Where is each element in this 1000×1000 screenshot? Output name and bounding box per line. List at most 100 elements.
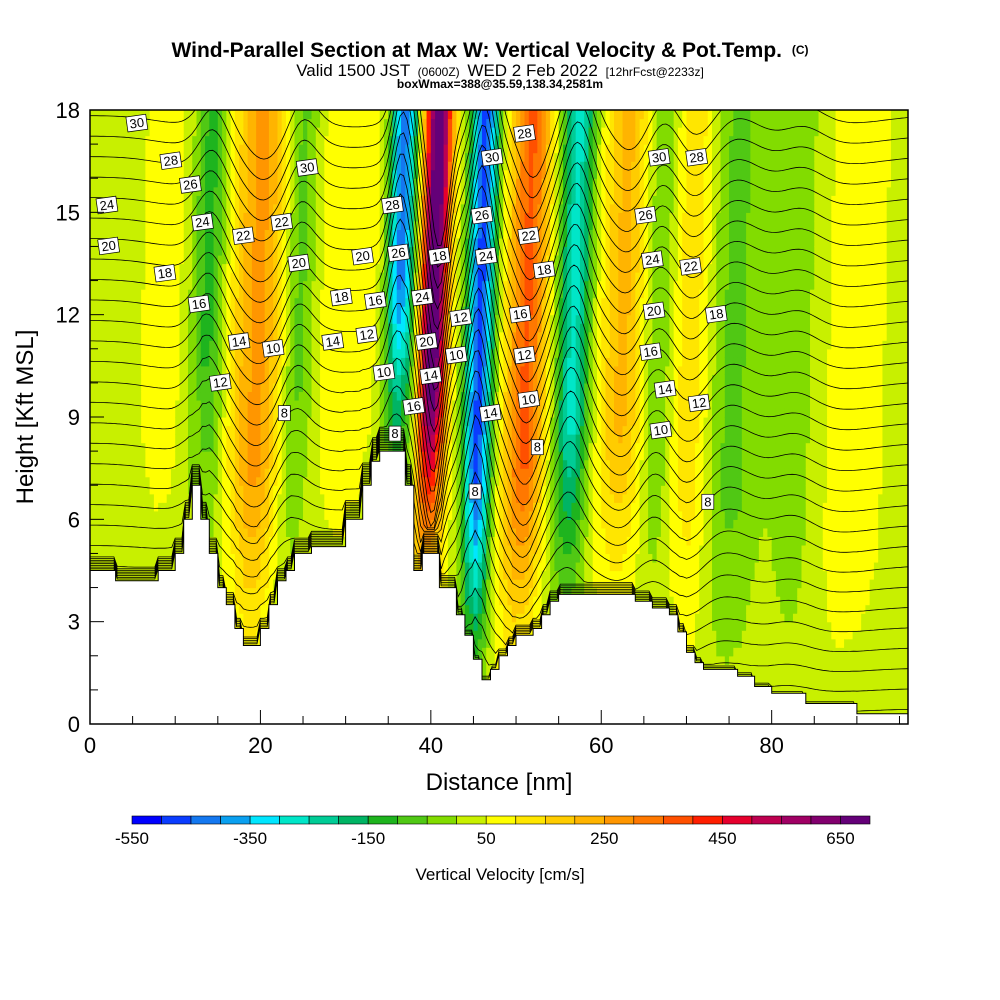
velocity-cell [256,485,262,495]
velocity-cell [102,408,108,418]
velocity-cell [273,434,279,444]
velocity-cell [324,127,330,137]
velocity-cell [124,502,129,512]
velocity-cell [107,263,112,273]
velocity-cell [175,468,181,478]
velocity-cell [230,254,236,265]
velocity-cell [239,203,244,213]
velocity-cell [136,203,142,213]
velocity-cell [260,297,266,307]
velocity-cell [119,254,125,265]
velocity-cell [217,553,223,563]
velocity-cell [209,144,215,154]
velocity-cell [128,502,134,512]
velocity-cell [111,263,117,273]
velocity-cell [179,348,185,358]
velocity-cell [124,570,129,580]
velocity-cell [366,391,372,401]
velocity-cell [320,527,325,537]
velocity-cell [149,306,155,316]
velocity-cell [183,493,189,503]
velocity-cell [341,408,347,418]
velocity-cell [239,527,244,537]
velocity-cell [183,110,189,120]
velocity-cell [281,118,287,128]
velocity-cell [153,161,159,171]
velocity-cell [192,144,198,154]
velocity-cell [247,195,253,205]
velocity-cell [132,519,138,529]
velocity-cell [247,417,253,427]
velocity-cell [375,229,381,239]
velocity-cell [234,186,240,196]
velocity-cell [149,212,155,222]
velocity-cell [320,297,325,307]
velocity-cell [217,451,223,461]
velocity-cell [200,280,206,290]
velocity-cell [141,186,146,196]
velocity-cell [98,306,104,316]
velocity-cell [303,314,308,324]
velocity-cell [328,152,334,162]
velocity-cell [298,212,304,222]
velocity-cell [328,459,334,469]
velocity-cell [170,459,176,469]
velocity-cell [187,135,193,145]
velocity-cell [115,434,121,444]
velocity-cell [311,246,317,256]
velocity-cell [226,178,232,188]
velocity-cell [379,254,385,265]
velocity-cell [230,468,236,478]
velocity-cell [328,297,334,307]
velocity-cell [311,306,317,316]
velocity-cell [170,451,176,461]
velocity-cell [141,468,146,478]
velocity-cell [324,212,330,222]
velocity-cell [98,127,104,137]
velocity-cell [153,493,159,503]
velocity-cell [298,348,304,358]
velocity-cell [102,127,108,137]
velocity-cell [379,212,385,222]
velocity-cell [294,502,300,512]
velocity-cell [379,246,385,256]
velocity-cell [251,434,257,444]
velocity-cell [90,399,95,410]
velocity-cell [379,434,385,444]
velocity-cell [345,144,351,154]
velocity-cell [124,510,129,520]
velocity-cell [260,203,266,213]
velocity-cell [136,544,142,555]
velocity-cell [222,527,227,537]
velocity-cell [341,186,347,196]
velocity-cell [98,502,104,512]
velocity-cell [371,451,377,461]
velocity-cell [307,203,313,213]
velocity-cell [328,357,334,367]
velocity-cell [307,144,313,154]
velocity-cell [349,220,355,230]
velocity-cell [136,442,142,452]
velocity-cell [196,144,202,154]
velocity-cell [196,263,202,273]
velocity-cell [315,340,321,350]
velocity-cell [153,212,159,222]
velocity-cell [149,340,155,350]
velocity-cell [332,152,338,162]
velocity-cell [222,289,227,299]
velocity-cell [290,169,296,179]
velocity-cell [179,340,185,350]
velocity-cell [145,391,151,401]
velocity-cell [273,596,279,606]
velocity-cell [230,382,236,393]
velocity-cell [268,408,274,418]
velocity-cell [119,502,125,512]
velocity-cell [170,237,176,248]
velocity-cell [251,297,257,307]
velocity-cell [90,374,95,384]
velocity-cell [179,306,185,316]
velocity-cell [111,323,117,333]
velocity-cell [358,110,364,120]
velocity-cell [213,178,219,188]
velocity-cell [332,408,338,418]
